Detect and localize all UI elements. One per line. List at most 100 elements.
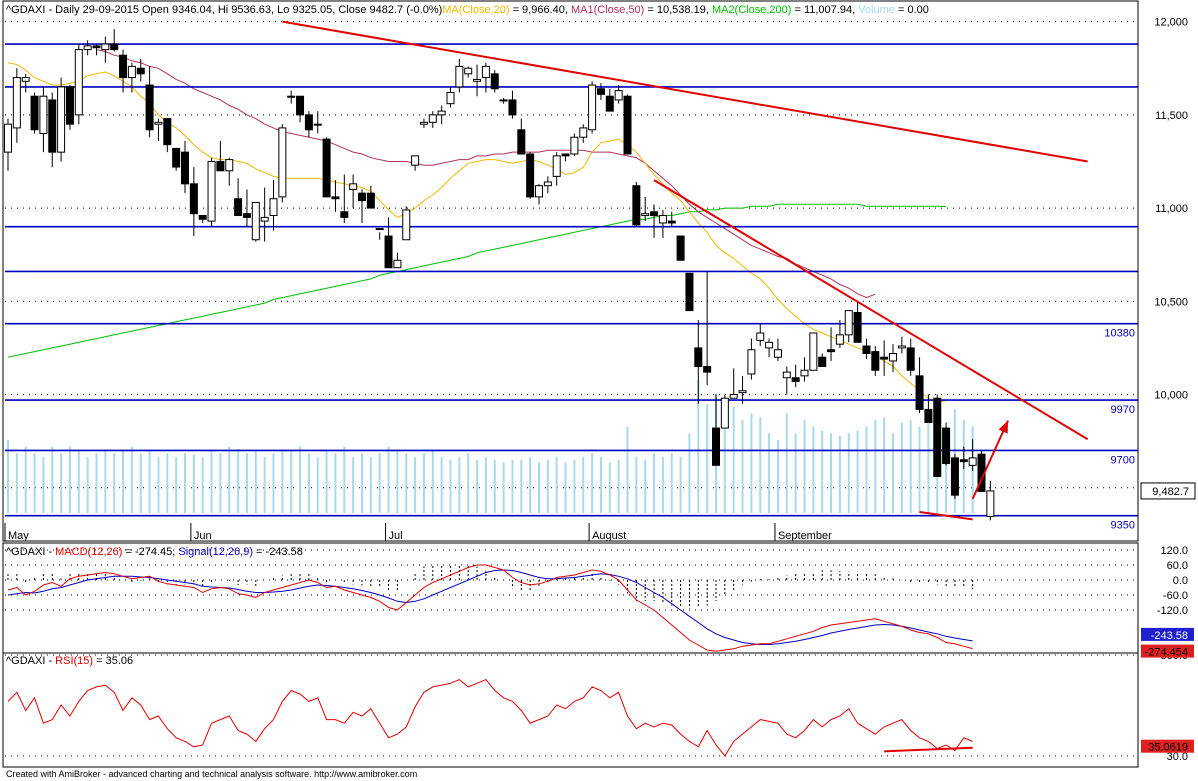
candle-body-88	[782, 371, 791, 379]
candle-body-23	[207, 160, 216, 222]
candle-body-28	[251, 201, 260, 241]
macd-line	[7, 564, 973, 652]
candle-body-13	[119, 54, 128, 79]
candle-body-44	[393, 259, 402, 269]
macd-last-box	[1141, 644, 1194, 658]
candle-body-80	[712, 427, 720, 466]
candle-body-29	[260, 216, 269, 222]
candle-body-77	[685, 272, 694, 312]
candle-body-37	[331, 196, 340, 200]
price-tick-label-3: 10,500	[1154, 296, 1188, 308]
candle-body-45	[402, 209, 411, 241]
candle-body-90	[800, 369, 809, 377]
candle-body-16	[145, 84, 154, 131]
candle-body-2	[21, 77, 30, 82]
candle-body-73	[650, 211, 659, 217]
x-label-3: August	[592, 530, 626, 542]
price-tick-label-0: 12,000	[1154, 17, 1188, 29]
candle-body-79	[703, 366, 712, 373]
candle-body-98	[871, 351, 880, 371]
price-header-volume-label: Volume	[858, 4, 895, 16]
macd-pane-frame	[2, 542, 1139, 654]
candle-body-31	[278, 127, 287, 198]
candle-body-75	[667, 220, 676, 224]
candle-body-66	[588, 84, 597, 131]
candle-body-68	[605, 95, 614, 112]
trend-line-0	[282, 20, 1088, 163]
candle-body-54	[481, 65, 490, 79]
candle-body-49	[437, 110, 446, 116]
candle-body-107	[950, 457, 959, 496]
candle-body-97	[862, 345, 871, 354]
candle-body-50	[446, 91, 455, 105]
candle-body-109	[968, 457, 977, 466]
macd-pane: 120.060.00.0-60.0-120.0-300.0-243.58-274…	[5, 545, 1194, 662]
candle-body-93	[827, 349, 836, 353]
price-header-ma200-value: = 11,007.94,	[791, 4, 858, 16]
candle-body-1	[12, 77, 21, 129]
price-header-ma20-label: MA(Close,20)	[442, 4, 509, 16]
rsi-header-value: = 35.06	[93, 655, 133, 667]
level-label-5: 9970	[1111, 404, 1135, 416]
trend-line-2	[919, 510, 973, 521]
level-label-6: 9700	[1111, 454, 1135, 466]
rsi-tick-label-0: 30.0	[1167, 751, 1188, 763]
macd-last-label: -274.454	[1145, 647, 1188, 659]
pane-frames	[2, 0, 1139, 768]
candle-body-74	[658, 215, 667, 224]
x-label-1: Jun	[194, 530, 212, 542]
candle-body-85	[756, 332, 765, 341]
candle-body-7	[65, 86, 74, 125]
candle-body-83	[738, 390, 747, 394]
macd-header-value: = -274.45,	[122, 546, 178, 558]
macd-tick-label-4: -120.0	[1157, 605, 1188, 617]
price-tick-label-1: 11,500	[1155, 110, 1188, 122]
price-header-volume-value: = 0.00	[895, 4, 929, 16]
price-header-ma50-value: = 10,538.19,	[644, 4, 712, 16]
candle-body-4	[39, 95, 48, 134]
rsi-divergence-line	[884, 746, 973, 753]
candle-body-95	[844, 310, 853, 336]
candle-body-60	[535, 185, 543, 198]
candle-body-57	[508, 99, 517, 116]
candle-body-104	[924, 408, 933, 423]
candle-body-78	[694, 347, 703, 368]
candle-body-0	[4, 123, 12, 153]
candle-body-14	[127, 65, 136, 79]
candle-body-36	[322, 138, 331, 198]
level-label-7: 9350	[1111, 520, 1135, 532]
candle-body-81	[720, 397, 729, 429]
rsi-header-label: RSI(15)	[55, 655, 93, 667]
candle-body-70	[623, 95, 632, 155]
ma50-line	[96, 49, 876, 299]
candle-body-33	[296, 95, 305, 116]
candle-body-26	[234, 198, 243, 217]
x-label-0: May	[8, 530, 29, 542]
rsi-last-box	[1141, 739, 1194, 753]
candle-body-32	[287, 95, 296, 98]
candle-body-111	[986, 490, 995, 517]
candle-body-56	[499, 99, 508, 102]
x-label-2: Jul	[389, 530, 403, 542]
signal-header-label: Signal(12,26,9)	[178, 546, 253, 558]
candle-body-10	[92, 45, 101, 49]
candle-body-91	[809, 332, 818, 371]
candle-body-15	[136, 67, 145, 75]
candle-body-106	[942, 427, 951, 464]
candle-body-43	[384, 235, 393, 269]
candle-body-61	[543, 181, 552, 187]
rsi-last-label: 35.0619	[1148, 742, 1188, 754]
price-pane-frame	[2, 0, 1139, 542]
macd-tick-label-2: 0.0	[1173, 575, 1188, 587]
signal-last-box	[1141, 627, 1194, 641]
candle-body-55	[490, 73, 499, 90]
candle-body-87	[773, 349, 782, 358]
price-header-ma50-label: MA1(Close,50)	[571, 4, 644, 16]
candle-body-92	[818, 356, 827, 368]
candle-body-51	[455, 65, 464, 88]
candle-body-105	[933, 397, 942, 478]
candle-body-65	[579, 127, 588, 138]
candle-body-25	[225, 159, 234, 172]
last-price-box	[1140, 482, 1196, 500]
